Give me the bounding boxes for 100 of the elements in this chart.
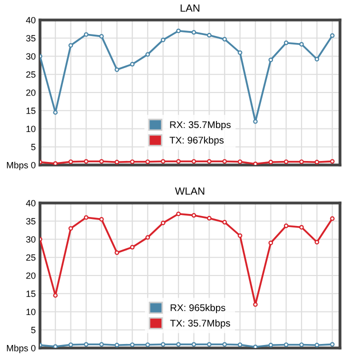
point	[160, 159, 166, 164]
point	[114, 250, 120, 255]
point	[53, 110, 58, 115]
point	[192, 213, 196, 218]
point	[130, 244, 135, 250]
point	[145, 159, 150, 164]
y-tick-label: 25	[26, 254, 36, 261]
y-tick-label: 20	[26, 272, 36, 279]
y-tick-label: 30	[26, 236, 36, 243]
y-tick-label: 10	[26, 308, 36, 316]
point	[268, 342, 274, 348]
chart-title: LAN	[180, 4, 200, 12]
point	[53, 161, 58, 165]
point	[53, 344, 58, 348]
y-tick-label: 35	[26, 218, 36, 224]
point	[253, 162, 258, 165]
point	[84, 342, 88, 347]
point	[253, 344, 258, 348]
point	[192, 342, 196, 347]
y-tick-label: 40	[26, 16, 36, 24]
point	[314, 240, 320, 244]
point	[284, 342, 288, 348]
y-tick-label: 5	[31, 144, 36, 150]
point	[68, 226, 74, 231]
point	[145, 342, 150, 348]
point	[114, 342, 120, 348]
point	[160, 342, 166, 347]
legend-label: RX: 965kbps	[170, 304, 226, 314]
point	[314, 56, 320, 62]
point	[130, 62, 135, 67]
y-tick-label: 30	[26, 53, 36, 60]
point	[222, 36, 227, 42]
y-tick-label: Mbps 0	[6, 344, 36, 354]
y-tick-label: 25	[26, 71, 36, 78]
point	[68, 43, 74, 48]
point	[84, 215, 88, 220]
point	[160, 38, 166, 42]
point	[84, 32, 88, 37]
point	[206, 342, 212, 347]
point	[99, 34, 104, 39]
y-tick-label: Mbps 0	[6, 162, 36, 170]
y-tick-label: 15	[26, 290, 36, 297]
y-tick-label: 10	[26, 126, 36, 132]
point	[222, 220, 227, 225]
point	[99, 159, 104, 164]
legend-label: RX: 35.7Mbps	[170, 121, 231, 130]
point	[330, 216, 335, 221]
point	[176, 159, 181, 164]
point	[84, 159, 88, 164]
point	[145, 52, 150, 57]
y-tick-label: 40	[26, 200, 36, 206]
point	[330, 342, 335, 347]
chart-title: WLAN	[175, 188, 204, 195]
y-tick-label: 35	[26, 35, 36, 42]
point	[253, 302, 258, 307]
point	[299, 342, 304, 348]
legend-label: TX: 35.7Mbps	[170, 319, 230, 329]
point	[222, 159, 227, 164]
point	[238, 159, 242, 164]
point	[314, 342, 320, 348]
point	[268, 58, 274, 62]
point	[192, 159, 196, 164]
point	[99, 217, 104, 222]
point	[68, 159, 74, 164]
point	[284, 40, 288, 46]
point	[176, 28, 181, 34]
point	[206, 159, 212, 164]
point	[330, 159, 335, 164]
point	[330, 33, 335, 38]
point	[253, 119, 258, 124]
point	[114, 67, 120, 72]
point	[176, 212, 181, 216]
point	[68, 342, 74, 348]
point	[238, 233, 242, 238]
point	[284, 159, 288, 164]
y-tick-label: 5	[31, 326, 36, 334]
point	[284, 224, 288, 228]
point	[299, 42, 304, 47]
point	[299, 159, 304, 164]
point	[222, 342, 227, 347]
point	[160, 220, 166, 226]
point	[145, 235, 150, 240]
point	[192, 30, 196, 35]
point	[206, 32, 212, 38]
point	[268, 240, 274, 246]
point	[206, 216, 212, 221]
point	[99, 342, 104, 347]
point	[130, 159, 135, 164]
point	[53, 293, 58, 298]
point	[299, 224, 304, 230]
point	[314, 160, 320, 164]
y-tick-label: 20	[26, 89, 36, 96]
point	[238, 50, 242, 55]
point	[176, 342, 181, 347]
point	[268, 160, 274, 164]
y-tick-label: 15	[26, 108, 36, 114]
point	[130, 342, 135, 348]
point	[238, 342, 242, 348]
legend-label: TX: 967kbps	[170, 136, 224, 146]
point	[114, 160, 120, 164]
